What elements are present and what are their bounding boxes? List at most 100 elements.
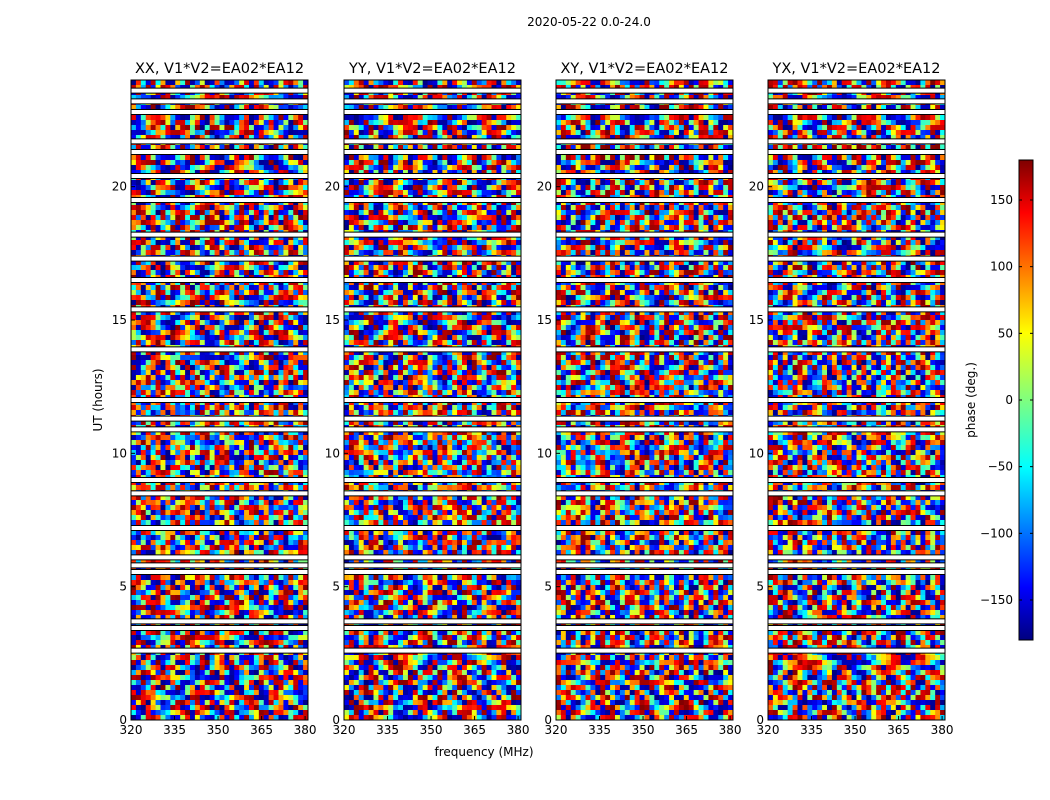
flagged-row bbox=[556, 278, 733, 283]
x-tick-label: 335 bbox=[800, 723, 823, 737]
colorbar-tick-label: −150 bbox=[980, 593, 1013, 607]
flagged-row bbox=[768, 619, 945, 624]
flagged-row bbox=[131, 278, 308, 283]
flagged-row bbox=[344, 110, 521, 115]
x-tick-label: 380 bbox=[507, 723, 530, 737]
colorbar-tick-label: 50 bbox=[998, 326, 1013, 340]
y-tick-label: 0 bbox=[119, 713, 127, 727]
flagged-row bbox=[344, 278, 521, 283]
x-tick-label: 365 bbox=[675, 723, 698, 737]
y-tick-label: 5 bbox=[756, 580, 764, 594]
flagged-row bbox=[768, 88, 945, 93]
flagged-row bbox=[131, 416, 308, 421]
y-tick-label: 20 bbox=[749, 180, 764, 194]
flagged-row bbox=[131, 110, 308, 115]
flagged-row bbox=[344, 491, 521, 496]
flagged-row bbox=[768, 526, 945, 531]
flagged-row bbox=[768, 139, 945, 144]
y-tick-label: 0 bbox=[544, 713, 552, 727]
y-tick-label: 0 bbox=[756, 713, 764, 727]
y-tick-label: 15 bbox=[749, 313, 764, 327]
x-tick-label: 365 bbox=[887, 723, 910, 737]
y-tick-label: 10 bbox=[537, 446, 552, 460]
y-axis-label: UT (hours) bbox=[91, 368, 105, 431]
x-tick-label: 335 bbox=[376, 723, 399, 737]
flagged-row bbox=[768, 491, 945, 496]
flagged-row bbox=[768, 648, 945, 653]
flagged-row bbox=[131, 88, 308, 93]
flagged-row bbox=[556, 491, 733, 496]
flagged-row bbox=[556, 398, 733, 403]
y-tick-label: 15 bbox=[537, 313, 552, 327]
flagged-row bbox=[344, 347, 521, 352]
y-tick-label: 0 bbox=[332, 713, 340, 727]
flagged-row bbox=[768, 398, 945, 403]
panel-title: YX, V1*V2=EA02*EA12 bbox=[771, 61, 940, 77]
flagged-row bbox=[344, 619, 521, 624]
panel-title: XX, V1*V2=EA02*EA12 bbox=[135, 61, 304, 77]
flagged-row bbox=[344, 555, 521, 560]
flagged-row bbox=[131, 347, 308, 352]
flagged-row bbox=[768, 307, 945, 312]
flagged-row bbox=[556, 256, 733, 261]
y-tick-label: 10 bbox=[325, 446, 340, 460]
panel-title: YY, V1*V2=EA02*EA12 bbox=[348, 61, 516, 77]
flagged-row bbox=[344, 398, 521, 403]
flagged-row bbox=[131, 398, 308, 403]
flagged-row bbox=[556, 526, 733, 531]
flagged-row bbox=[556, 570, 733, 575]
y-tick-label: 5 bbox=[332, 580, 340, 594]
colorbar-tick-label: 150 bbox=[990, 193, 1013, 207]
y-tick-label: 15 bbox=[112, 313, 127, 327]
flagged-row bbox=[556, 174, 733, 179]
flagged-row bbox=[768, 256, 945, 261]
flagged-row bbox=[556, 555, 733, 560]
flagged-row bbox=[556, 563, 733, 568]
flagged-row bbox=[768, 198, 945, 203]
flagged-row bbox=[131, 174, 308, 179]
phase-heatmap-chart: 2020-05-22 0.0-24.0 XX, V1*V2=EA02*EA123… bbox=[0, 0, 1050, 800]
x-tick-label: 335 bbox=[588, 723, 611, 737]
flagged-row bbox=[344, 427, 521, 432]
flagged-row bbox=[768, 150, 945, 155]
flagged-row bbox=[344, 88, 521, 93]
colorbar-tick-label: −100 bbox=[980, 526, 1013, 540]
flagged-row bbox=[344, 232, 521, 237]
flagged-row bbox=[768, 110, 945, 115]
x-tick-label: 350 bbox=[844, 723, 867, 737]
flagged-row bbox=[556, 99, 733, 104]
flagged-row bbox=[556, 416, 733, 421]
flagged-row bbox=[768, 416, 945, 421]
x-tick-label: 350 bbox=[420, 723, 443, 737]
flagged-row bbox=[556, 88, 733, 93]
flagged-row bbox=[344, 626, 521, 631]
flagged-row bbox=[556, 626, 733, 631]
flagged-row bbox=[131, 307, 308, 312]
flagged-row bbox=[344, 307, 521, 312]
flagged-row bbox=[556, 619, 733, 624]
flagged-row bbox=[768, 563, 945, 568]
flagged-row bbox=[768, 174, 945, 179]
colorbar-label: phase (deg.) bbox=[964, 362, 978, 438]
flagged-row bbox=[131, 256, 308, 261]
x-tick-label: 380 bbox=[719, 723, 742, 737]
flagged-row bbox=[344, 570, 521, 575]
colorbar-tick-label: −50 bbox=[988, 460, 1013, 474]
flagged-row bbox=[131, 232, 308, 237]
flagged-row bbox=[344, 174, 521, 179]
flagged-row bbox=[768, 427, 945, 432]
flagged-row bbox=[768, 570, 945, 575]
flagged-row bbox=[556, 110, 733, 115]
x-tick-label: 365 bbox=[250, 723, 273, 737]
x-tick-label: 350 bbox=[207, 723, 230, 737]
flagged-row bbox=[344, 478, 521, 483]
flagged-row bbox=[768, 478, 945, 483]
flagged-row bbox=[131, 526, 308, 531]
y-tick-label: 5 bbox=[119, 580, 127, 594]
flagged-row bbox=[131, 563, 308, 568]
flagged-row bbox=[131, 570, 308, 575]
x-tick-label: 335 bbox=[163, 723, 186, 737]
flagged-row bbox=[131, 626, 308, 631]
flagged-row bbox=[768, 99, 945, 104]
